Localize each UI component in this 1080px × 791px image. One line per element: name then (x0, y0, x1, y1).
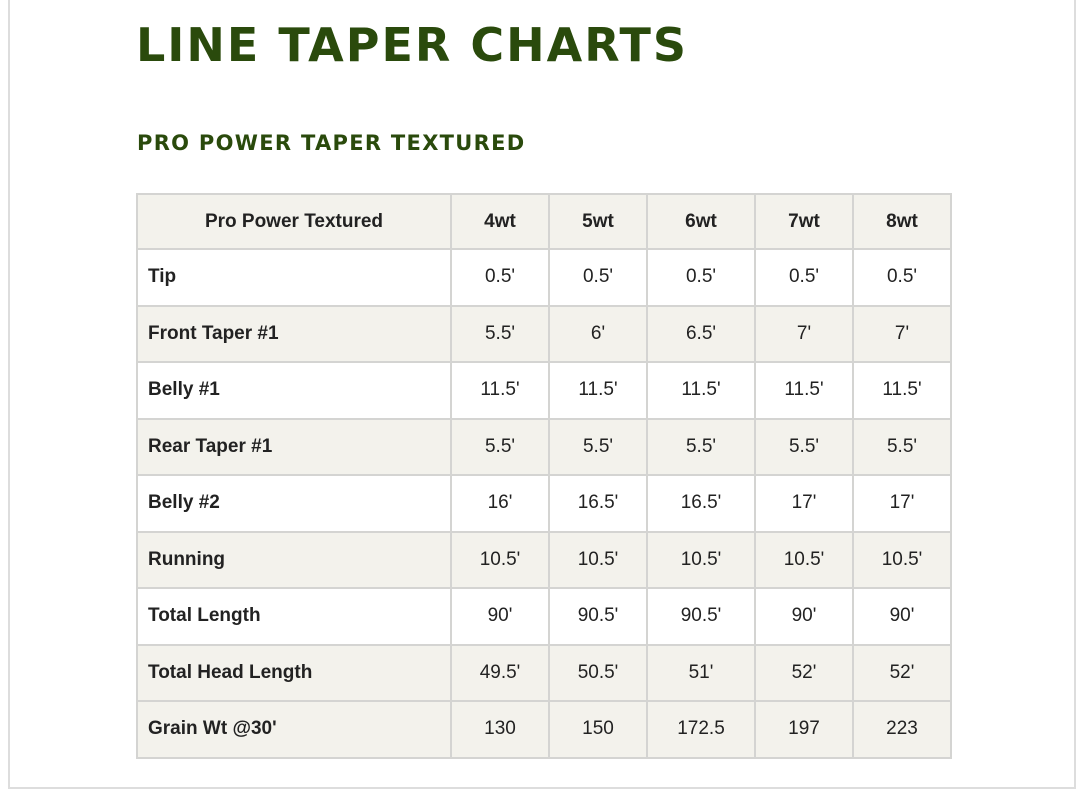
table-cell: 0.5' (646, 248, 756, 307)
table-cell: 172.5 (646, 700, 756, 759)
table-cell: 6' (548, 304, 648, 363)
header-row: Pro Power Textured 4wt 5wt 6wt 7wt 8wt (136, 193, 952, 250)
section-title: PRO POWER TAPER TEXTURED (137, 131, 526, 155)
table-cell: 7' (852, 304, 952, 363)
table-cell: 10.5' (450, 530, 550, 589)
table-cell: 51' (646, 643, 756, 702)
table-cell: 130 (450, 700, 550, 759)
column-header-5wt: 5wt (548, 193, 648, 250)
table-cell: 7' (754, 304, 854, 363)
column-header-4wt: 4wt (450, 193, 550, 250)
table-cell: 11.5' (548, 361, 648, 420)
table-cell: 5.5' (852, 417, 952, 476)
table-cell: 11.5' (754, 361, 854, 420)
row-label: Total Length (136, 587, 452, 646)
table-cell: 10.5' (754, 530, 854, 589)
table-row: Running 10.5' 10.5' 10.5' 10.5' 10.5' (136, 530, 952, 589)
table-cell: 52' (754, 643, 854, 702)
table-row: Front Taper #1 5.5' 6' 6.5' 7' 7' (136, 304, 952, 363)
table-cell: 52' (852, 643, 952, 702)
column-header-7wt: 7wt (754, 193, 854, 250)
row-label: Belly #1 (136, 361, 452, 420)
row-label: Rear Taper #1 (136, 417, 452, 476)
row-label: Belly #2 (136, 474, 452, 533)
table-cell: 50.5' (548, 643, 648, 702)
table-row: Belly #1 11.5' 11.5' 11.5' 11.5' 11.5' (136, 361, 952, 420)
table-cell: 90' (852, 587, 952, 646)
table-row: Tip 0.5' 0.5' 0.5' 0.5' 0.5' (136, 248, 952, 307)
row-label: Front Taper #1 (136, 304, 452, 363)
page-frame (8, 0, 1076, 789)
table-cell: 10.5' (548, 530, 648, 589)
table-row: Total Length 90' 90.5' 90.5' 90' 90' (136, 587, 952, 646)
table-cell: 0.5' (754, 248, 854, 307)
table-cell: 17' (754, 474, 854, 533)
table-cell: 0.5' (548, 248, 648, 307)
column-header-6wt: 6wt (646, 193, 756, 250)
table-cell: 90' (754, 587, 854, 646)
table-cell: 6.5' (646, 304, 756, 363)
row-label: Running (136, 530, 452, 589)
table-cell: 5.5' (450, 304, 550, 363)
table-cell: 5.5' (754, 417, 854, 476)
row-label: Total Head Length (136, 643, 452, 702)
table-cell: 5.5' (450, 417, 550, 476)
table-cell: 11.5' (450, 361, 550, 420)
column-header-8wt: 8wt (852, 193, 952, 250)
table-cell: 10.5' (852, 530, 952, 589)
taper-table: Pro Power Textured 4wt 5wt 6wt 7wt 8wt Tip 0.5… (136, 193, 952, 759)
page-title: LINE TAPER CHARTS (136, 18, 689, 72)
row-label: Tip (136, 248, 452, 307)
table-cell: 16' (450, 474, 550, 533)
table-cell: 16.5' (646, 474, 756, 533)
table-cell: 11.5' (646, 361, 756, 420)
table-cell: 223 (852, 700, 952, 759)
table-cell: 90.5' (548, 587, 648, 646)
table-row: Rear Taper #1 5.5' 5.5' 5.5' 5.5' 5.5' (136, 417, 952, 476)
table-cell: 150 (548, 700, 648, 759)
table-cell: 16.5' (548, 474, 648, 533)
table-cell: 5.5' (646, 417, 756, 476)
table-cell: 11.5' (852, 361, 952, 420)
table-cell: 5.5' (548, 417, 648, 476)
table-cell: 90' (450, 587, 550, 646)
table-cell: 90.5' (646, 587, 756, 646)
row-label: Grain Wt @30' (136, 700, 452, 759)
column-header-product: Pro Power Textured (136, 193, 452, 250)
table-row: Grain Wt @30' 130 150 172.5 197 223 (136, 700, 952, 759)
table-row: Total Head Length 49.5' 50.5' 51' 52' 52' (136, 643, 952, 702)
table-cell: 17' (852, 474, 952, 533)
table-cell: 0.5' (450, 248, 550, 307)
table-cell: 197 (754, 700, 854, 759)
table-cell: 10.5' (646, 530, 756, 589)
table-row: Belly #2 16' 16.5' 16.5' 17' 17' (136, 474, 952, 533)
table-cell: 0.5' (852, 248, 952, 307)
table-cell: 49.5' (450, 643, 550, 702)
